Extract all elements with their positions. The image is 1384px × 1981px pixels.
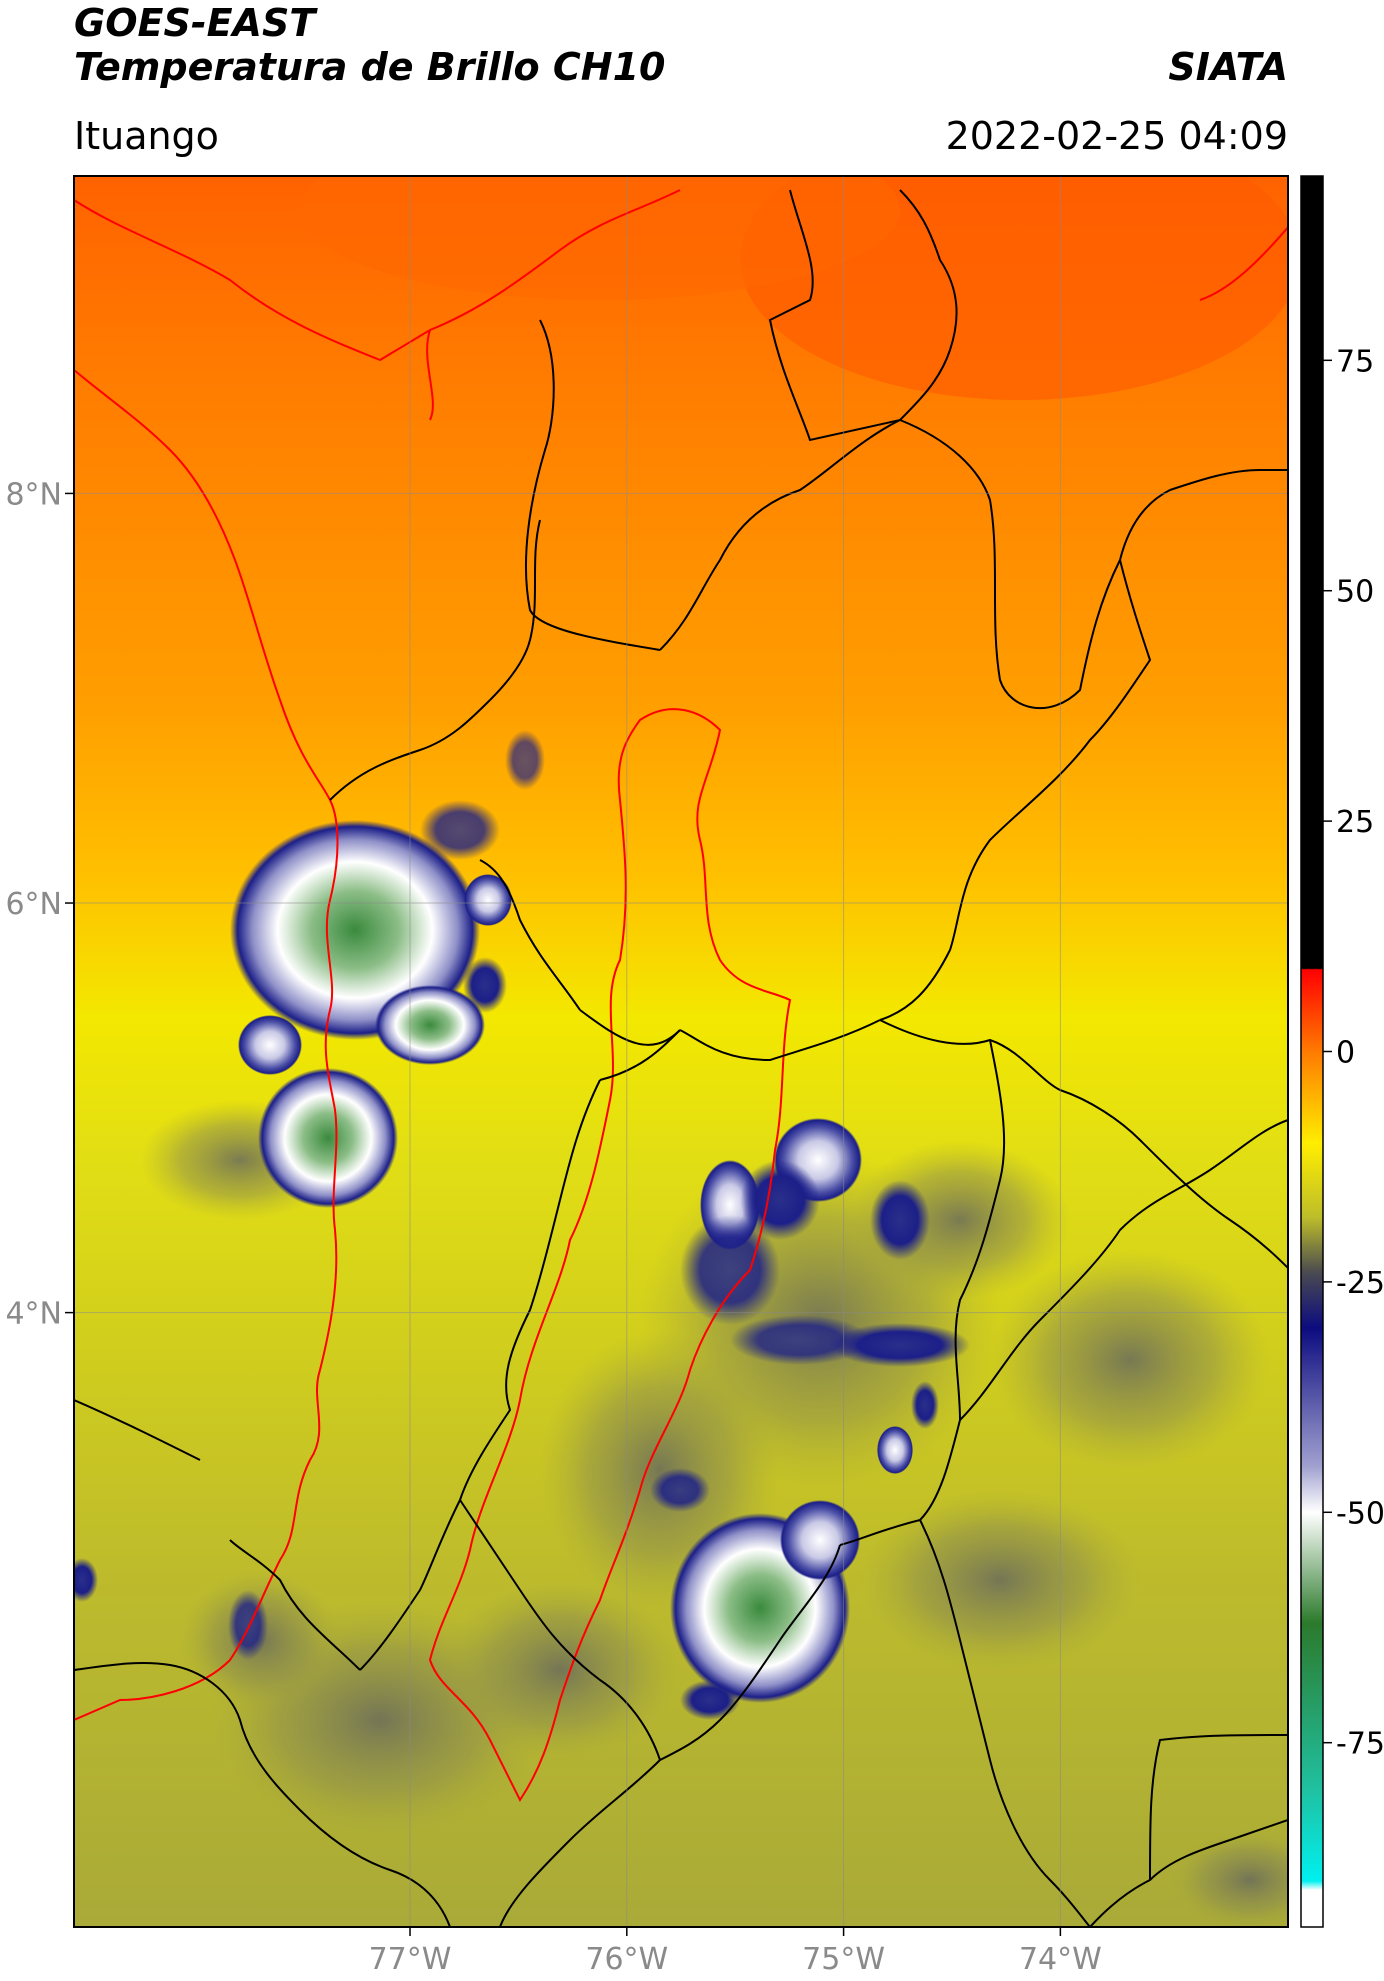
map-plot-area — [74, 176, 1288, 1927]
lat-tick-label: 8°N — [5, 477, 62, 512]
title-line1: GOES-EAST — [74, 1, 316, 45]
storm-cell-north — [230, 820, 480, 1040]
storm-cell-central — [258, 1068, 398, 1208]
colorbar-tick-label: -25 — [1336, 1266, 1384, 1301]
colorbar-tick-label: 0 — [1336, 1036, 1355, 1071]
colorbar-ticks: 75 50 25 0 -25 -50 -75 — [1323, 344, 1384, 1762]
lat-tick-label: 4°N — [5, 1297, 62, 1332]
colorbar-tick-label: 50 — [1336, 575, 1374, 610]
title-line2: Temperatura de Brillo CH10 — [74, 45, 666, 89]
colorbar-tick-label: 75 — [1336, 344, 1374, 379]
colorbar-tick-label: -75 — [1336, 1727, 1384, 1762]
colorbar — [1300, 175, 1324, 1928]
lat-tick-label: 6°N — [5, 887, 62, 922]
datetime-label: 2022-02-25 04:09 — [945, 114, 1288, 158]
colorbar-tick-label: 25 — [1336, 805, 1374, 840]
admin-boundaries — [74, 189, 1288, 1927]
location-label: Ituango — [74, 114, 219, 158]
coastline-borders — [74, 189, 1288, 1802]
map-frame — [73, 175, 1289, 1928]
lon-tick-label: 76°W — [585, 1942, 668, 1977]
colorbar-tick-label: -50 — [1336, 1496, 1384, 1531]
brand-label: SIATA — [1168, 45, 1288, 89]
map-axis-ticks: 77°W 76°W 75°W 74°W 8°N 6°N 4°N — [5, 477, 1101, 1977]
map-gridlines — [74, 176, 1288, 1927]
lon-tick-label: 77°W — [369, 1942, 452, 1977]
lon-tick-label: 75°W — [802, 1942, 885, 1977]
lon-tick-label: 74°W — [1019, 1942, 1102, 1977]
